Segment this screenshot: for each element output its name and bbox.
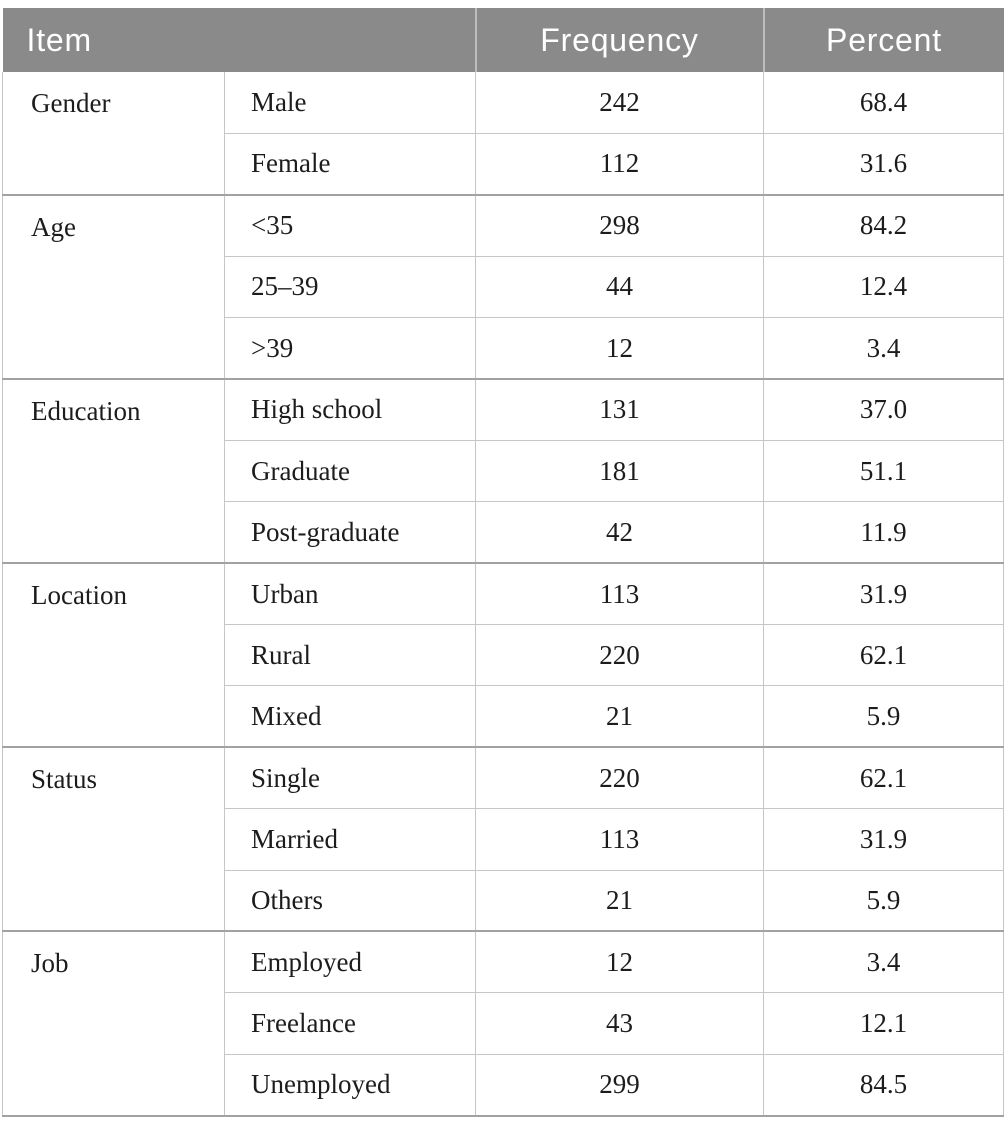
frequency-cell: 42	[475, 501, 764, 565]
percent-cell: 84.2	[763, 194, 1004, 257]
table-row: Location Urban 113 31.9	[2, 563, 1004, 749]
table-row: Age <35 298 84.2	[2, 194, 1004, 380]
table-row: Mixed 21 5.9	[3, 685, 1004, 749]
frequency-cell: 12	[475, 317, 764, 380]
subitem-cell: <35	[224, 194, 476, 257]
percent-cell: 12.1	[763, 992, 1004, 1055]
group-label-cell: Location	[2, 563, 225, 749]
demographics-table-container: Item Frequency Percent Gender Male 242 68.4…	[2, 8, 1004, 1117]
header-row: Item Frequency Percent	[2, 8, 1004, 72]
frequency-cell: 113	[475, 808, 764, 871]
table-row: >39 12 3.4	[3, 317, 1004, 380]
percent-cell: 62.1	[763, 624, 1004, 687]
frequency-cell: 21	[475, 870, 764, 933]
group-label-cell: Job	[2, 931, 225, 1117]
header-percent: Percent	[762, 8, 1004, 72]
subitem-cell: Unemployed	[224, 1054, 476, 1117]
subitem-cell: Female	[224, 133, 476, 196]
percent-cell: 31.6	[763, 133, 1004, 196]
percent-cell: 31.9	[763, 808, 1004, 871]
frequency-cell: 299	[475, 1054, 764, 1117]
subitem-cell: Male	[224, 72, 476, 134]
group-label-cell: Status	[2, 747, 225, 933]
subitem-cell: Rural	[224, 624, 476, 687]
subitem-cell: Graduate	[224, 440, 476, 503]
subitem-cell: Employed	[224, 931, 476, 994]
frequency-cell: 181	[475, 440, 764, 503]
subitem-cell: Urban	[224, 563, 476, 626]
table-row: Freelance 43 12.1	[3, 992, 1004, 1055]
header-item: Item	[2, 8, 476, 72]
percent-cell: 3.4	[763, 931, 1004, 994]
percent-cell: 37.0	[763, 378, 1004, 441]
subitem-cell: 25–39	[224, 256, 476, 319]
percent-cell: 11.9	[763, 501, 1004, 565]
table-row: Unemployed 299 84.5	[3, 1054, 1004, 1117]
percent-cell: 3.4	[763, 317, 1004, 380]
group-label-cell: Gender	[2, 72, 225, 196]
table-body: Gender Male 242 68.4 Female 112 31.6 Age <35 298 8…	[2, 72, 1004, 1117]
percent-cell: 68.4	[763, 72, 1004, 134]
frequency-cell: 12	[475, 931, 764, 994]
table-row: Status Single 220 62.1	[2, 747, 1004, 933]
frequency-cell: 220	[475, 624, 764, 687]
table-row: 25–39 44 12.4	[3, 256, 1004, 319]
percent-cell: 62.1	[763, 747, 1004, 810]
table-row: Education High school 131 37.0	[2, 378, 1004, 565]
table-row: Married 113 31.9	[3, 808, 1004, 871]
frequency-cell: 21	[475, 685, 764, 749]
subitem-cell: Mixed	[224, 685, 476, 749]
frequency-cell: 112	[475, 133, 764, 196]
table-row: Rural 220 62.1	[3, 624, 1004, 687]
frequency-cell: 242	[475, 72, 764, 134]
subitem-cell: Post-graduate	[224, 501, 476, 565]
table-header: Item Frequency Percent	[2, 8, 1004, 72]
demographics-table: Item Frequency Percent Gender Male 242 68.4…	[2, 8, 1004, 1117]
frequency-cell: 44	[475, 256, 764, 319]
table-row: Female 112 31.6	[3, 133, 1004, 196]
table-row: Others 21 5.9	[3, 870, 1004, 933]
percent-cell: 5.9	[763, 870, 1004, 933]
subitem-cell: Single	[224, 747, 476, 810]
frequency-cell: 131	[475, 378, 764, 441]
frequency-cell: 113	[475, 563, 764, 626]
subitem-cell: Others	[224, 870, 476, 933]
percent-cell: 84.5	[763, 1054, 1004, 1117]
group-label-cell: Age	[2, 194, 225, 380]
header-frequency: Frequency	[474, 8, 764, 72]
percent-cell: 5.9	[763, 685, 1004, 749]
group-label-cell: Education	[2, 378, 225, 565]
table-row: Graduate 181 51.1	[3, 440, 1004, 503]
frequency-cell: 43	[475, 992, 764, 1055]
percent-cell: 31.9	[763, 563, 1004, 626]
percent-cell: 12.4	[763, 256, 1004, 319]
frequency-cell: 298	[475, 194, 764, 257]
subitem-cell: High school	[224, 378, 476, 441]
table-row: Post-graduate 42 11.9	[3, 501, 1004, 565]
table-row: Job Employed 12 3.4	[2, 931, 1004, 1117]
subitem-cell: Freelance	[224, 992, 476, 1055]
subitem-cell: >39	[224, 317, 476, 380]
table-row: Gender Male 242 68.4	[2, 72, 1004, 196]
frequency-cell: 220	[475, 747, 764, 810]
percent-cell: 51.1	[763, 440, 1004, 503]
subitem-cell: Married	[224, 808, 476, 871]
